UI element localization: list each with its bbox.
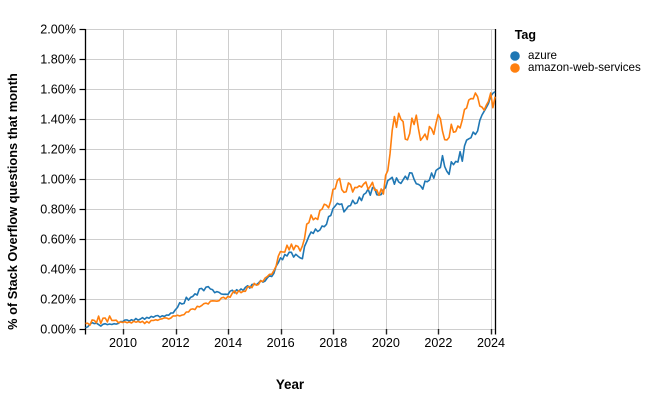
svg-text:0.80%: 0.80% [40, 202, 76, 216]
svg-text:Tag: Tag [515, 28, 536, 42]
svg-text:2018: 2018 [319, 336, 347, 350]
svg-text:2016: 2016 [267, 336, 295, 350]
svg-text:2010: 2010 [109, 336, 137, 350]
svg-text:amazon-web-services: amazon-web-services [528, 61, 641, 74]
svg-text:2022: 2022 [424, 336, 452, 350]
svg-text:0.40%: 0.40% [40, 262, 76, 276]
svg-text:1.60%: 1.60% [40, 82, 76, 96]
svg-text:azure: azure [528, 49, 557, 62]
svg-text:2012: 2012 [162, 336, 190, 350]
svg-text:0.20%: 0.20% [40, 292, 76, 306]
svg-text:1.80%: 1.80% [40, 52, 76, 66]
svg-text:1.20%: 1.20% [40, 142, 76, 156]
svg-text:2.00%: 2.00% [40, 22, 76, 36]
svg-text:% of Stack Overflow questions: % of Stack Overflow questions that month [5, 73, 20, 330]
svg-text:Year: Year [276, 377, 305, 392]
svg-text:1.40%: 1.40% [40, 112, 76, 126]
svg-text:0.00%: 0.00% [40, 322, 76, 336]
svg-text:2024: 2024 [477, 336, 505, 350]
svg-text:0.60%: 0.60% [40, 232, 76, 246]
svg-text:2020: 2020 [372, 336, 400, 350]
svg-text:1.00%: 1.00% [40, 172, 76, 186]
svg-text:2014: 2014 [214, 336, 242, 350]
